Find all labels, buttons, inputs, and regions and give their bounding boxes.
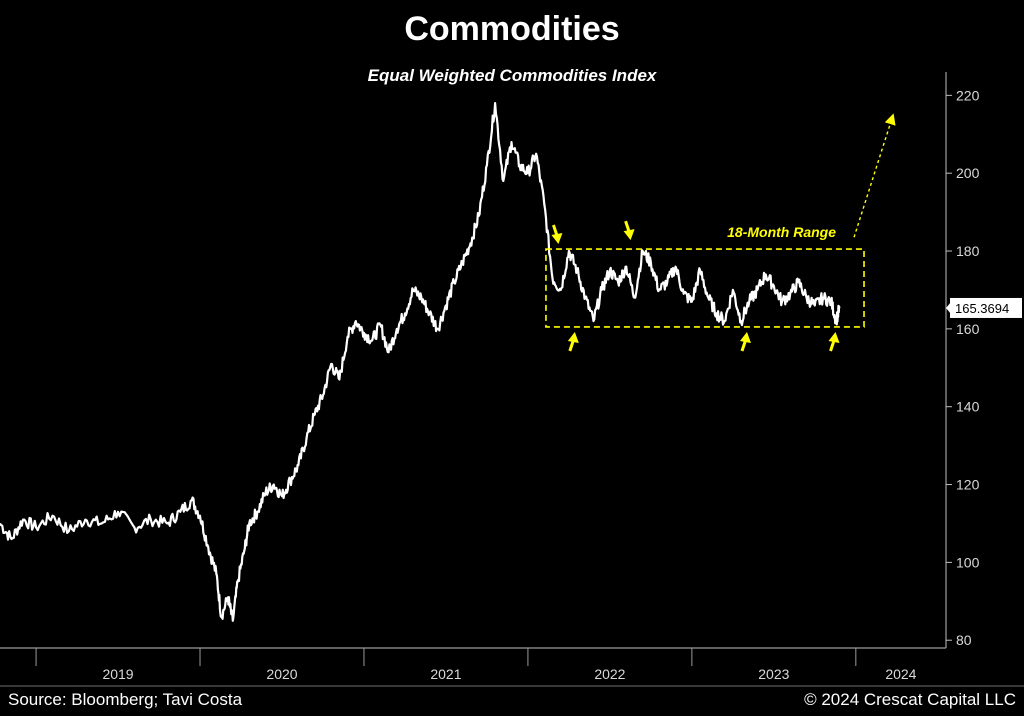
y-tick-label: 180 xyxy=(956,243,980,259)
down-arrow-head xyxy=(551,233,563,245)
x-tick-label: 2021 xyxy=(430,666,461,682)
series-layer: 165.3694 xyxy=(0,101,1022,622)
y-tick-label: 120 xyxy=(956,477,980,493)
index-series-line xyxy=(0,101,841,622)
up-arrow-head xyxy=(739,331,751,343)
up-arrow-head xyxy=(828,331,840,343)
source-note: Source: Bloomberg; Tavi Costa xyxy=(8,690,243,709)
y-tick-label: 160 xyxy=(956,321,980,337)
y-tick-label: 220 xyxy=(956,87,980,103)
chart-subtitle: Equal Weighted Commodities Index xyxy=(367,66,657,85)
up-arrow-head xyxy=(567,331,579,343)
y-tick-label: 80 xyxy=(956,632,972,648)
x-tick-label: 2022 xyxy=(594,666,625,682)
x-tick-label: 2023 xyxy=(758,666,789,682)
annotations: 18-Month Range xyxy=(545,113,896,352)
range-box xyxy=(545,248,865,328)
y-tick-label: 100 xyxy=(956,554,980,570)
x-tick-label: 2019 xyxy=(102,666,133,682)
range-label: 18-Month Range xyxy=(727,224,836,240)
last-value-pointer xyxy=(946,301,951,314)
last-value-box xyxy=(950,297,1022,318)
trend-arrow xyxy=(853,113,896,238)
axes: 80 100 120 140 160 180 200 220 2019 2020 2021 2022 2… xyxy=(0,72,1024,687)
chart-title: Commodities xyxy=(404,10,620,48)
x-tick-label: 2020 xyxy=(266,666,297,682)
last-value-label: 165.3694 xyxy=(955,301,1009,316)
copyright-note: © 2024 Crescat Capital LLC xyxy=(804,690,1016,709)
y-tick-label: 200 xyxy=(956,165,980,181)
down-arrow-head xyxy=(623,229,635,241)
x-tick-label: 2024 xyxy=(885,666,916,682)
y-tick-label: 140 xyxy=(956,399,980,415)
